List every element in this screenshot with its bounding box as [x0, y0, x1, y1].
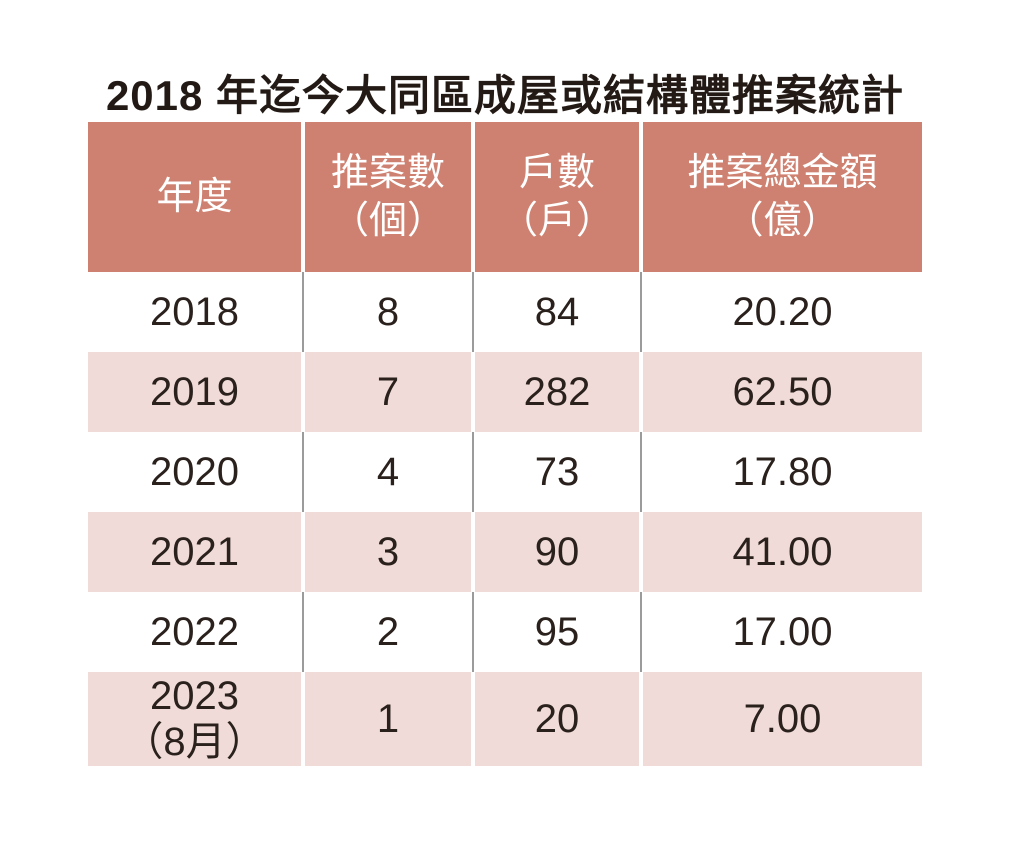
- table-row: 2023 （8月） 1 20 7.00: [88, 672, 922, 766]
- header-cell-amount: 推案總金額 （億）: [643, 122, 922, 272]
- cases-cell: 1: [305, 672, 475, 766]
- amount-value: 17.80: [732, 449, 833, 494]
- year-value: 2018: [150, 289, 239, 334]
- header-label-sub: （戶）: [499, 200, 614, 242]
- units-value: 20: [534, 697, 580, 741]
- amount-cell: 62.50: [643, 352, 922, 432]
- page-title: 2018 年迄今大同區成屋或結構體推案統計: [105, 72, 905, 119]
- cases-value: 7: [376, 369, 400, 414]
- amount-value: 17.00: [732, 609, 833, 654]
- header-label: 推案總金額: [687, 152, 878, 194]
- units-cell: 73: [475, 432, 643, 512]
- table-row: 2022 2 95 17.00: [88, 592, 922, 672]
- cases-cell: 3: [305, 512, 475, 592]
- header-label-sub: （億）: [725, 200, 840, 242]
- header-label: 戶數: [518, 152, 595, 194]
- header-cell-year: 年度: [88, 122, 305, 272]
- amount-value: 7.00: [743, 697, 822, 741]
- stats-table: 年度 推案數 （個） 戶數 （戶） 推案總金額 （億） 2018 8 84 20…: [88, 122, 922, 766]
- year-cell: 2020: [88, 432, 305, 512]
- header-cell-cases: 推案數 （個）: [305, 122, 475, 272]
- units-cell: 84: [475, 272, 643, 352]
- units-cell: 90: [475, 512, 643, 592]
- amount-value: 41.00: [732, 529, 833, 574]
- cases-cell: 7: [305, 352, 475, 432]
- year-note: （8月）: [123, 720, 266, 764]
- year-cell: 2021: [88, 512, 305, 592]
- header-label-sub: （個）: [330, 200, 445, 242]
- table-row: 2018 8 84 20.20: [88, 272, 922, 352]
- cases-value: 4: [376, 449, 400, 494]
- cases-value: 8: [376, 289, 400, 334]
- table-header-row: 年度 推案數 （個） 戶數 （戶） 推案總金額 （億）: [88, 122, 922, 272]
- units-value: 90: [534, 529, 580, 574]
- amount-value: 62.50: [732, 369, 833, 414]
- amount-cell: 20.20: [643, 272, 922, 352]
- year-value: 2021: [150, 529, 239, 574]
- year-value: 2019: [150, 369, 239, 414]
- amount-cell: 17.00: [643, 592, 922, 672]
- table-row: 2019 7 282 62.50: [88, 352, 922, 432]
- amount-value: 20.20: [732, 289, 833, 334]
- table-row: 2020 4 73 17.80: [88, 432, 922, 512]
- units-value: 95: [534, 609, 580, 654]
- year-cell: 2018: [88, 272, 305, 352]
- table-row: 2021 3 90 41.00: [88, 512, 922, 592]
- cases-value: 3: [376, 529, 400, 574]
- amount-cell: 41.00: [643, 512, 922, 592]
- year-cell: 2019: [88, 352, 305, 432]
- cases-cell: 8: [305, 272, 475, 352]
- year-cell: 2023 （8月）: [88, 672, 305, 766]
- cases-value: 2: [376, 609, 400, 654]
- units-cell: 282: [475, 352, 643, 432]
- cases-cell: 4: [305, 432, 475, 512]
- amount-cell: 7.00: [643, 672, 922, 766]
- units-value: 282: [523, 369, 591, 414]
- year-value: 2020: [150, 449, 239, 494]
- cases-value: 1: [376, 697, 400, 741]
- year-value: 2022: [150, 609, 239, 654]
- header-cell-units: 戶數 （戶）: [475, 122, 643, 272]
- units-value: 84: [534, 289, 580, 334]
- units-cell: 95: [475, 592, 643, 672]
- amount-cell: 17.80: [643, 432, 922, 512]
- header-label: 年度: [156, 176, 233, 218]
- cases-cell: 2: [305, 592, 475, 672]
- units-value: 73: [534, 449, 580, 494]
- year-cell: 2022: [88, 592, 305, 672]
- year-value: 2023: [150, 674, 239, 718]
- header-label: 推案數: [330, 152, 445, 194]
- units-cell: 20: [475, 672, 643, 766]
